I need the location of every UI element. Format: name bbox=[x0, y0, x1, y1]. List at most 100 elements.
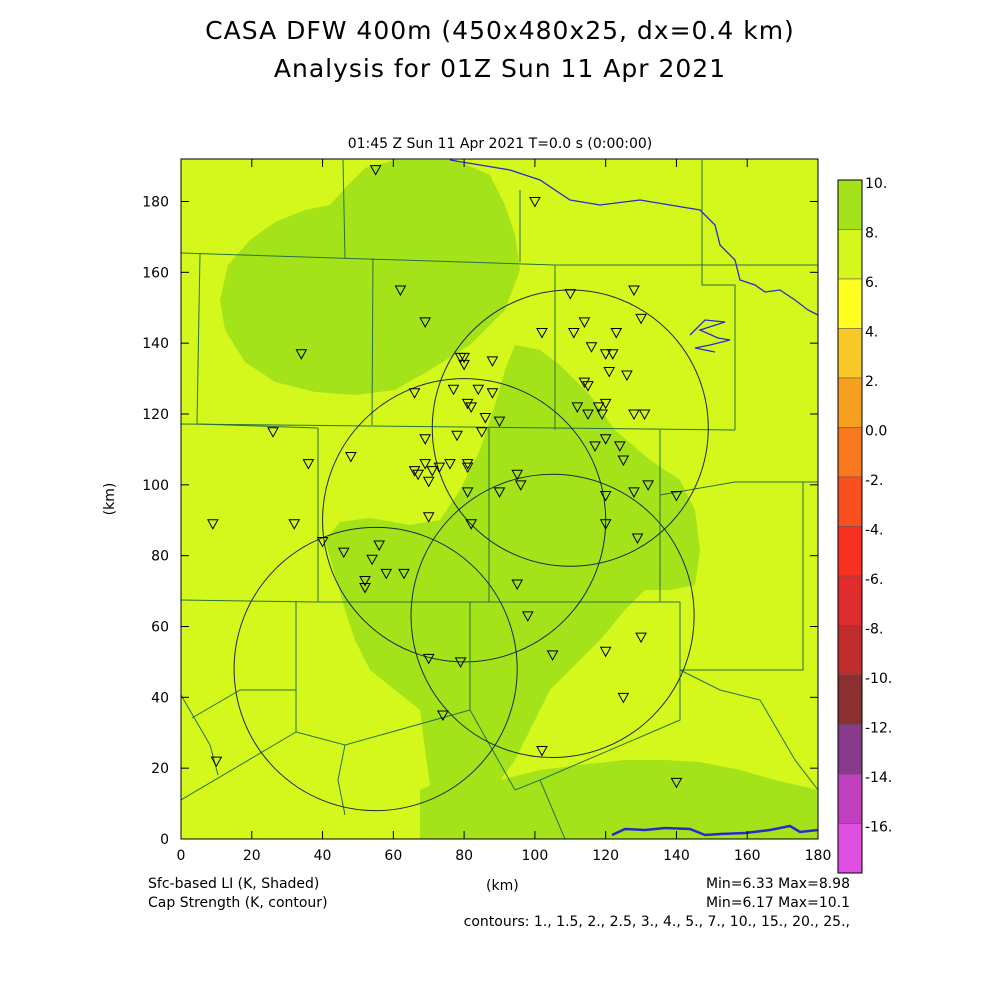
x-tick-label: 60 bbox=[384, 848, 402, 864]
colorbar-label: 8. bbox=[865, 226, 878, 242]
station-marker bbox=[596, 409, 608, 421]
station-marker bbox=[606, 349, 619, 360]
map-valid-time: 01:45 Z Sun 11 Apr 2021 T=0.0 s (0:00:00… bbox=[347, 136, 653, 152]
colorbar-label: 10. bbox=[865, 176, 887, 192]
station-marker bbox=[359, 583, 371, 594]
y-tick-label: 140 bbox=[142, 336, 169, 352]
station-marker bbox=[635, 313, 647, 325]
station-marker bbox=[408, 388, 421, 399]
rivers bbox=[449, 159, 818, 837]
station-marker bbox=[433, 462, 446, 474]
station-marker bbox=[461, 487, 474, 498]
boundary-line bbox=[371, 257, 374, 426]
y-tick-label: 160 bbox=[142, 265, 169, 281]
y-tick-label: 180 bbox=[142, 195, 169, 211]
colorbar-swatch bbox=[837, 575, 863, 626]
station-marker bbox=[437, 710, 449, 722]
station-marker bbox=[288, 519, 301, 530]
station-marker bbox=[536, 328, 548, 339]
map-title: CASA DFW 400m (450x480x25, dx=0.4 km) bbox=[205, 16, 795, 45]
radar-ring bbox=[233, 526, 518, 812]
station-marker bbox=[589, 441, 601, 452]
station-marker bbox=[617, 455, 630, 467]
station-marker bbox=[599, 519, 612, 530]
station-marker bbox=[635, 632, 647, 644]
y-tick-label: 120 bbox=[142, 407, 169, 423]
station-marker bbox=[461, 459, 474, 470]
station-marker bbox=[578, 377, 591, 389]
station-marker bbox=[454, 657, 467, 668]
station-marker bbox=[493, 487, 506, 498]
station-marker bbox=[337, 547, 350, 559]
x-tick-label: 160 bbox=[734, 848, 761, 864]
station-marker bbox=[599, 398, 612, 410]
station-marker bbox=[267, 427, 279, 438]
station-marker bbox=[207, 519, 219, 530]
x-axis: 0 20 40 60 80 100 120 140 160 180 bbox=[177, 159, 832, 864]
y-axis: 0 20 40 60 80 100 120 140 160 180 bbox=[142, 195, 818, 848]
observation-stations bbox=[207, 165, 683, 789]
station-marker bbox=[592, 402, 605, 413]
station-marker bbox=[472, 384, 485, 396]
station-marker bbox=[599, 646, 612, 658]
station-marker bbox=[479, 413, 492, 424]
station-marker bbox=[422, 512, 435, 523]
boundary-line bbox=[181, 423, 736, 431]
station-marker bbox=[603, 367, 616, 378]
x-tick-label: 20 bbox=[243, 848, 261, 864]
colorbar-swatch bbox=[837, 476, 863, 527]
station-marker bbox=[422, 653, 435, 665]
station-marker bbox=[571, 402, 584, 413]
station-marker bbox=[419, 434, 432, 445]
shaded-field-minmax: Min=6.33 Max=8.98 bbox=[705, 876, 850, 892]
y-tick-label: 100 bbox=[142, 478, 169, 494]
radar-ring bbox=[410, 473, 695, 759]
station-marker bbox=[461, 398, 474, 410]
colorbar-label: 2. bbox=[865, 374, 878, 390]
station-marker bbox=[447, 384, 460, 396]
station-marker bbox=[369, 165, 382, 176]
y-tick-label: 40 bbox=[151, 690, 169, 706]
boundary-line bbox=[539, 670, 681, 781]
station-marker bbox=[295, 349, 308, 360]
colorbar-label: 4. bbox=[865, 325, 878, 341]
station-marker bbox=[567, 328, 580, 339]
y-tick-label: 20 bbox=[151, 761, 169, 777]
station-marker bbox=[408, 466, 421, 477]
station-marker bbox=[302, 459, 315, 470]
colorbar-swatch bbox=[837, 427, 863, 478]
station-marker bbox=[613, 441, 626, 452]
boundary-line bbox=[181, 731, 297, 801]
station-marker bbox=[582, 409, 594, 421]
boundary-line bbox=[659, 430, 818, 496]
contour-field-minmax: Min=6.17 Max=10.1 bbox=[705, 895, 850, 911]
station-marker bbox=[529, 197, 541, 208]
state-boundaries bbox=[181, 159, 818, 839]
y-axis-label: (km) bbox=[102, 483, 118, 516]
x-axis-unit: (km) bbox=[486, 878, 519, 894]
li-field-region-south bbox=[420, 760, 818, 839]
colorbar-swatch bbox=[837, 724, 863, 775]
station-marker bbox=[599, 434, 612, 445]
station-marker bbox=[444, 459, 456, 470]
station-marker bbox=[398, 568, 410, 580]
station-marker bbox=[486, 388, 499, 399]
reservoir-shoreline bbox=[689, 319, 731, 353]
colorbar-swatch bbox=[837, 278, 863, 329]
station-marker bbox=[617, 692, 630, 704]
contour-levels: contours: 1., 1.5, 2., 2.5, 3., 4., 5., … bbox=[463, 914, 850, 930]
red-river bbox=[449, 159, 818, 316]
station-marker bbox=[628, 409, 640, 421]
boundary-line bbox=[701, 160, 736, 430]
colorbar: 10. 8. 6. 4. 2. 0.0 -2. -4. -6. -8. -10. -12. -14. -1… bbox=[837, 176, 892, 874]
station-marker bbox=[465, 402, 478, 413]
colorbar-swatch bbox=[837, 773, 863, 824]
x-tick-label: 80 bbox=[455, 848, 473, 864]
station-marker bbox=[465, 519, 478, 530]
station-marker bbox=[422, 476, 435, 488]
station-marker bbox=[380, 568, 393, 580]
x-tick-label: 180 bbox=[805, 848, 832, 864]
station-marker bbox=[461, 462, 474, 474]
y-tick-label: 80 bbox=[151, 549, 169, 565]
